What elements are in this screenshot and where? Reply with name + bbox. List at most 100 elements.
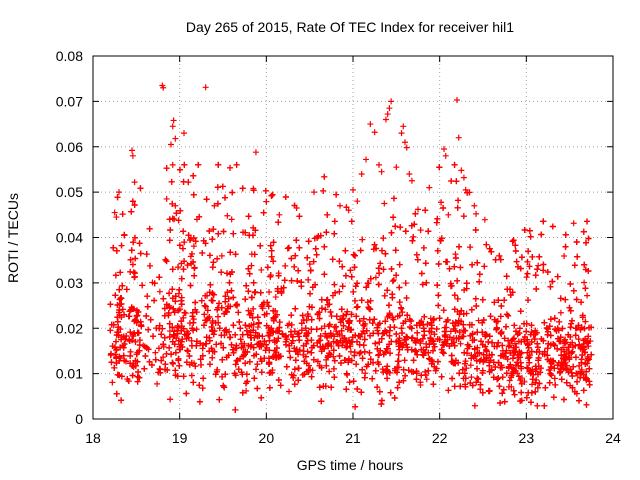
data-point (525, 248, 532, 255)
data-point (389, 291, 396, 298)
data-point (250, 279, 257, 286)
data-point (175, 264, 182, 271)
data-point (441, 146, 447, 153)
data-point (390, 316, 397, 323)
data-point (358, 389, 365, 396)
data-point (578, 366, 585, 373)
data-point (512, 328, 519, 335)
data-point (528, 338, 535, 345)
data-point (549, 223, 556, 230)
data-point (527, 370, 534, 377)
data-point (492, 256, 499, 263)
data-point (395, 343, 402, 350)
data-point (434, 215, 441, 222)
data-point (431, 331, 438, 338)
data-point (252, 149, 259, 156)
data-point (292, 357, 299, 364)
data-point (270, 353, 277, 360)
data-point (396, 312, 403, 319)
data-point (184, 262, 191, 269)
data-point (239, 331, 246, 338)
data-point (229, 189, 236, 196)
data-point (162, 256, 169, 263)
data-point (498, 303, 505, 310)
data-point (248, 342, 255, 349)
data-point (309, 284, 316, 291)
data-point (554, 345, 561, 352)
data-point (113, 214, 120, 221)
data-point (117, 344, 124, 351)
data-point (527, 233, 534, 240)
data-point (454, 97, 460, 104)
data-point (357, 247, 364, 254)
data-point (566, 304, 573, 311)
data-point (243, 387, 250, 394)
data-point (216, 300, 223, 307)
data-point (161, 334, 168, 341)
data-point (422, 260, 429, 267)
data-point (585, 343, 592, 350)
data-point (107, 327, 114, 334)
data-point (185, 334, 192, 341)
data-point (201, 322, 208, 329)
data-point (271, 339, 278, 346)
data-point (359, 236, 366, 243)
data-point (199, 249, 206, 256)
data-point (343, 370, 350, 377)
data-point (455, 320, 462, 327)
data-point (133, 313, 140, 320)
data-point (448, 177, 455, 184)
data-point (329, 256, 336, 263)
data-point (308, 349, 315, 356)
data-point (130, 305, 137, 312)
data-point (367, 275, 374, 282)
data-point (499, 390, 506, 397)
data-point (387, 389, 394, 396)
data-point (245, 213, 252, 220)
data-point (179, 336, 186, 343)
data-point (570, 220, 577, 227)
data-point (293, 346, 300, 353)
data-point (227, 164, 234, 171)
data-point (386, 369, 393, 376)
data-point (172, 349, 179, 356)
data-point (274, 288, 281, 295)
data-point (460, 213, 467, 220)
data-point (442, 331, 449, 338)
data-point (497, 256, 504, 263)
data-point (570, 363, 577, 370)
data-point (308, 304, 315, 311)
data-point (238, 369, 245, 376)
data-point (131, 273, 138, 280)
data-point (180, 228, 187, 235)
data-point (573, 370, 580, 377)
data-point (168, 141, 174, 148)
data-point (328, 384, 335, 391)
data-point (547, 370, 554, 377)
data-point (432, 367, 439, 374)
data-point (508, 364, 515, 371)
data-point (275, 377, 282, 384)
data-point (305, 368, 312, 375)
data-point (258, 358, 265, 365)
data-point (474, 365, 481, 372)
data-point (230, 322, 237, 329)
data-point (588, 324, 595, 331)
data-point (272, 308, 279, 315)
data-point (298, 327, 305, 334)
data-point (348, 338, 355, 345)
data-point (534, 384, 541, 391)
data-point (111, 344, 118, 351)
data-point (528, 322, 535, 329)
data-point (535, 262, 542, 269)
data-point (524, 364, 531, 371)
data-point (462, 383, 469, 390)
data-point (181, 239, 188, 246)
data-point (310, 356, 317, 363)
data-point (144, 293, 151, 300)
data-point (511, 391, 518, 398)
data-point (430, 315, 437, 322)
data-point (197, 340, 204, 347)
data-point (376, 388, 383, 395)
